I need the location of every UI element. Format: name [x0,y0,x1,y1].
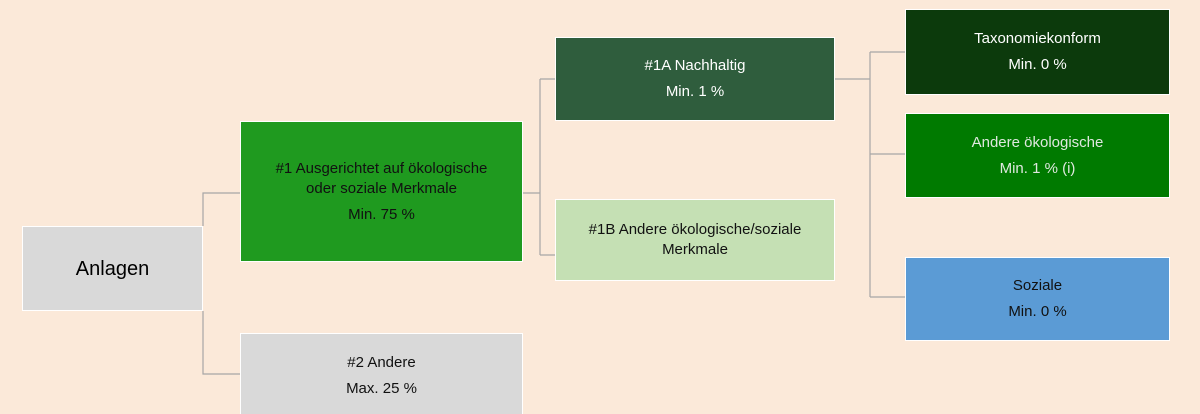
node-value: Min. 1 % (i) [999,159,1076,177]
node-label: #1 Ausgerichtet auf ökologische [275,159,488,177]
connector [523,78,555,256]
node-1a: #1A Nachhaltig Min. 1 % [555,37,835,121]
node-label: oder soziale Merkmale [306,179,457,197]
node-label: Andere ökologische [971,133,1104,151]
connector [202,192,240,226]
node-label: Merkmale [662,241,728,258]
node-label: #2 Andere [347,353,416,371]
node-value: Min. 75 % [348,205,415,223]
node-taxonomie: Taxonomiekonform Min. 0 % [905,9,1170,95]
node-label: Anlagen [75,257,150,280]
node-label: Taxonomiekonform [974,30,1101,47]
node-value: Max. 25 % [346,379,417,397]
connector [202,311,240,375]
node-label: #1B Andere ökologische/soziale [588,221,802,238]
node-label: #1A Nachhaltig [644,57,746,74]
node-2: #2 Andere Max. 25 % [240,333,523,414]
node-value: Min. 1 % [665,83,725,100]
node-1: #1 Ausgerichtet auf ökologische oder soz… [240,121,523,262]
node-andere-oekologische: Andere ökologische Min. 1 % (i) [905,113,1170,198]
node-value: Min. 0 % [1008,56,1067,73]
connector [835,51,905,298]
node-1b: #1B Andere ökologische/soziale Merkmale [555,199,835,281]
node-value: Min. 0 % [1008,303,1067,320]
node-label: Soziale [1012,277,1063,294]
node-soziale: Soziale Min. 0 % [905,257,1170,341]
node-anlagen: Anlagen [22,226,203,311]
